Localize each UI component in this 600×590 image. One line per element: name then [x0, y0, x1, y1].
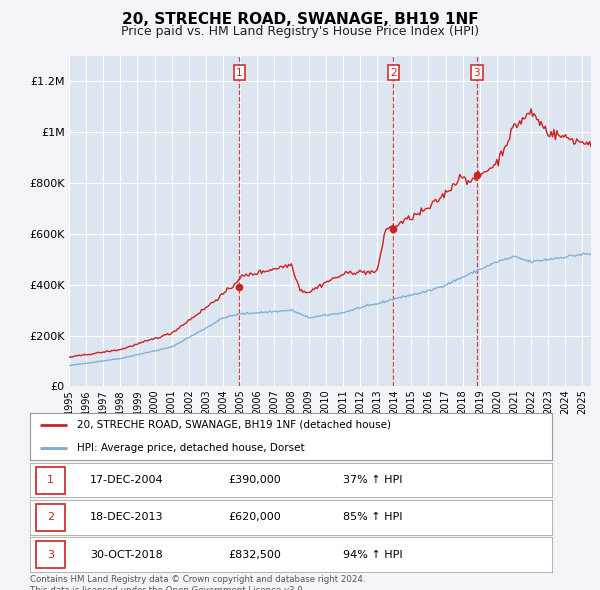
- Text: 2: 2: [47, 513, 54, 522]
- Text: 37% ↑ HPI: 37% ↑ HPI: [343, 476, 403, 485]
- FancyBboxPatch shape: [36, 541, 65, 568]
- Text: 30-OCT-2018: 30-OCT-2018: [90, 550, 163, 559]
- Text: 1: 1: [236, 68, 243, 77]
- Text: 17-DEC-2004: 17-DEC-2004: [90, 476, 164, 485]
- Text: 2: 2: [390, 68, 397, 77]
- Text: 1: 1: [47, 476, 54, 485]
- FancyBboxPatch shape: [36, 467, 65, 494]
- Text: Price paid vs. HM Land Registry's House Price Index (HPI): Price paid vs. HM Land Registry's House …: [121, 25, 479, 38]
- FancyBboxPatch shape: [36, 504, 65, 531]
- Text: 3: 3: [473, 68, 480, 77]
- Text: HPI: Average price, detached house, Dorset: HPI: Average price, detached house, Dors…: [77, 444, 305, 453]
- Text: 20, STRECHE ROAD, SWANAGE, BH19 1NF (detached house): 20, STRECHE ROAD, SWANAGE, BH19 1NF (det…: [77, 420, 391, 430]
- Text: 94% ↑ HPI: 94% ↑ HPI: [343, 550, 403, 559]
- Text: £832,500: £832,500: [229, 550, 281, 559]
- Text: 3: 3: [47, 550, 54, 559]
- Text: £390,000: £390,000: [229, 476, 281, 485]
- Text: Contains HM Land Registry data © Crown copyright and database right 2024.
This d: Contains HM Land Registry data © Crown c…: [30, 575, 365, 590]
- Text: 18-DEC-2013: 18-DEC-2013: [90, 513, 164, 522]
- Text: 20, STRECHE ROAD, SWANAGE, BH19 1NF: 20, STRECHE ROAD, SWANAGE, BH19 1NF: [122, 12, 478, 27]
- Text: £620,000: £620,000: [229, 513, 281, 522]
- Text: 85% ↑ HPI: 85% ↑ HPI: [343, 513, 403, 522]
